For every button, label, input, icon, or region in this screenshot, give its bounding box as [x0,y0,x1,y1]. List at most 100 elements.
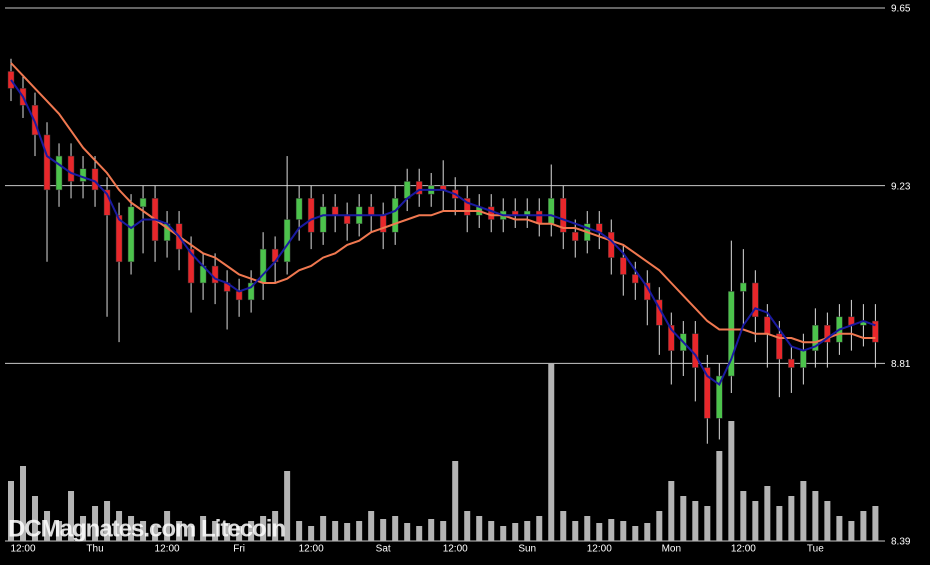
candle-body [824,325,831,343]
volume-bar [20,466,27,541]
candle-body [307,198,315,233]
x-tick-label: Mon [662,544,681,555]
volume-bar [248,521,255,541]
candle-body [187,248,195,284]
volume-bar [728,421,735,541]
candle-body [415,181,423,195]
volume-bar [236,526,243,541]
volume-bar [488,521,495,541]
volume-bars [8,363,879,541]
volume-bar [476,516,483,541]
candle-body [343,215,351,224]
candle-body [620,257,627,275]
volume-bar [740,491,747,541]
volume-bar [80,516,87,541]
candle-body [800,350,807,368]
volume-bar [440,521,447,541]
volume-bar [860,511,867,541]
volume-bar [836,516,843,541]
volume-bar [824,501,831,541]
candle-body [487,206,495,220]
volume-bar [164,511,171,541]
volume-bar [92,506,99,541]
volume-bar [788,496,795,541]
volume-bar [572,521,579,541]
x-tick-label: Sat [376,544,391,555]
volume-bar [584,516,591,541]
volume-bar [284,471,291,541]
x-tick-label: 12:00 [443,544,468,555]
candle-body [367,206,375,216]
volume-bar [428,519,435,541]
candle-body [535,210,543,224]
volume-bar [44,511,51,541]
volume-bar [176,521,183,541]
volume-bar [344,523,351,541]
candle-body [608,231,615,258]
volume-bar [104,501,111,541]
x-tick-label: 12:00 [587,544,612,555]
volume-bar [800,481,807,541]
x-tick-label: Sun [518,544,536,555]
volume-bar [128,516,135,541]
volume-bar [656,511,663,541]
volume-bar [872,506,879,541]
candle-body [43,134,51,191]
x-tick-label: 12:00 [731,544,756,555]
volume-bar [548,363,555,541]
candle-body [812,325,819,351]
volume-bar [500,526,507,541]
candle-body [295,198,303,220]
volume-bar [452,461,459,541]
volume-bar [812,491,819,541]
volume-bar [8,481,15,541]
volume-bar [368,511,375,541]
x-tick-label: 12:00 [155,544,180,555]
volume-bar [848,521,855,541]
candle-body [463,198,471,216]
y-tick-label: 9.23 [891,181,911,192]
x-tick-label: Tue [807,544,824,555]
candle-body [91,168,99,191]
volume-bar [152,526,159,541]
volume-bar [464,511,471,541]
volume-bar [512,523,519,541]
candle-body [692,333,699,368]
x-tick-label: 12:00 [10,544,35,555]
candle-body [716,375,723,419]
candle-body [391,198,399,233]
candle-body [547,198,555,224]
volume-bar [668,481,675,541]
volume-bar [56,521,63,541]
volume-bar [764,486,771,541]
moving-average-line [10,79,876,387]
candle-body [331,206,339,216]
candle-body [872,320,879,343]
volume-bar [644,523,651,541]
candle-body [139,198,147,208]
candle-body [247,282,255,301]
candle-body [572,231,579,241]
volume-bar [224,523,231,541]
candle-body [668,325,675,351]
volume-bar [608,519,615,541]
volume-bar [68,491,75,541]
volume-bar [188,526,195,541]
y-tick-label: 8.39 [891,537,911,548]
x-tick-label: Thu [86,544,103,555]
volume-bar [716,451,723,541]
candle-body [740,282,747,292]
candle-body [67,155,75,182]
volume-bar [332,521,339,541]
x-tick-label: Fri [233,544,245,555]
candle-body [788,358,795,368]
volume-bar [596,523,603,541]
volume-bar [272,511,279,541]
volume-bar [260,516,267,541]
volume-bar [200,516,207,541]
watermark: DCMagnates.com Litecoin [8,515,285,542]
volume-bar [392,516,399,541]
axes: 9.65 9.23 8.81 8.39 12:00 Thu 12:00 Fri 12:00 Sat… [10,4,910,555]
